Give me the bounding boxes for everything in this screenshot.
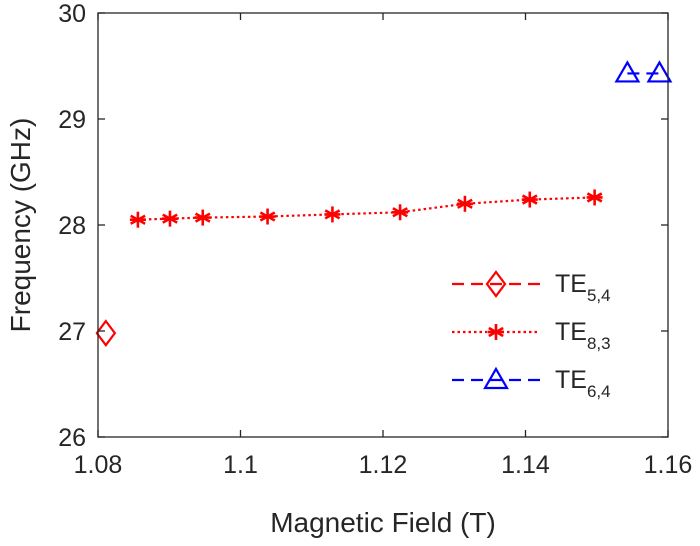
x-tick-label: 1.14 [501, 451, 550, 479]
x-tick-label: 1.16 [644, 451, 693, 479]
legend: TE5,4 TE8,3 TE6,4 [452, 270, 611, 401]
series-5-4 [95, 319, 117, 347]
data-point [194, 209, 211, 226]
series-6-4 [614, 60, 673, 83]
data-point [259, 208, 276, 225]
x-tick-label: 1.1 [223, 451, 258, 479]
legend-entry-8-3: TE8,3 [452, 318, 611, 353]
y-axis-label: Frequency (GHz) [5, 118, 36, 333]
axes: 1.08 1.1 1.12 1.14 1.16 26 27 28 29 30 Magnetic Fi… [5, 0, 692, 538]
legend-marker [485, 270, 507, 298]
legend-entry-5-4: TE5,4 [452, 270, 611, 305]
data-point [161, 210, 178, 227]
y-tick-label: 26 [58, 424, 86, 452]
y-tick-label: 30 [58, 0, 86, 28]
legend-label: TE8,3 [555, 318, 611, 353]
data-point [129, 211, 146, 228]
x-axis-label: Magnetic Field (T) [270, 507, 496, 538]
data-point [456, 195, 473, 212]
legend-label: TE5,4 [555, 270, 611, 305]
data-point [521, 191, 538, 208]
legend-marker [488, 324, 504, 340]
x-tick-label: 1.12 [359, 451, 408, 479]
data-point [392, 204, 409, 221]
data-point [95, 319, 117, 347]
series-8-3 [129, 189, 603, 228]
legend-entry-6-4: TE6,4 [452, 366, 611, 401]
y-tick-label: 27 [58, 318, 86, 346]
plot-area [95, 60, 673, 347]
legend-label: TE6,4 [555, 366, 611, 401]
data-point [324, 206, 341, 223]
legend-marker [483, 366, 509, 390]
data-point [646, 60, 673, 83]
y-tick-label: 29 [58, 106, 86, 134]
data-point [614, 60, 641, 83]
y-tick-label: 28 [58, 212, 86, 240]
x-tick-label: 1.08 [74, 451, 123, 479]
data-point [586, 189, 603, 206]
